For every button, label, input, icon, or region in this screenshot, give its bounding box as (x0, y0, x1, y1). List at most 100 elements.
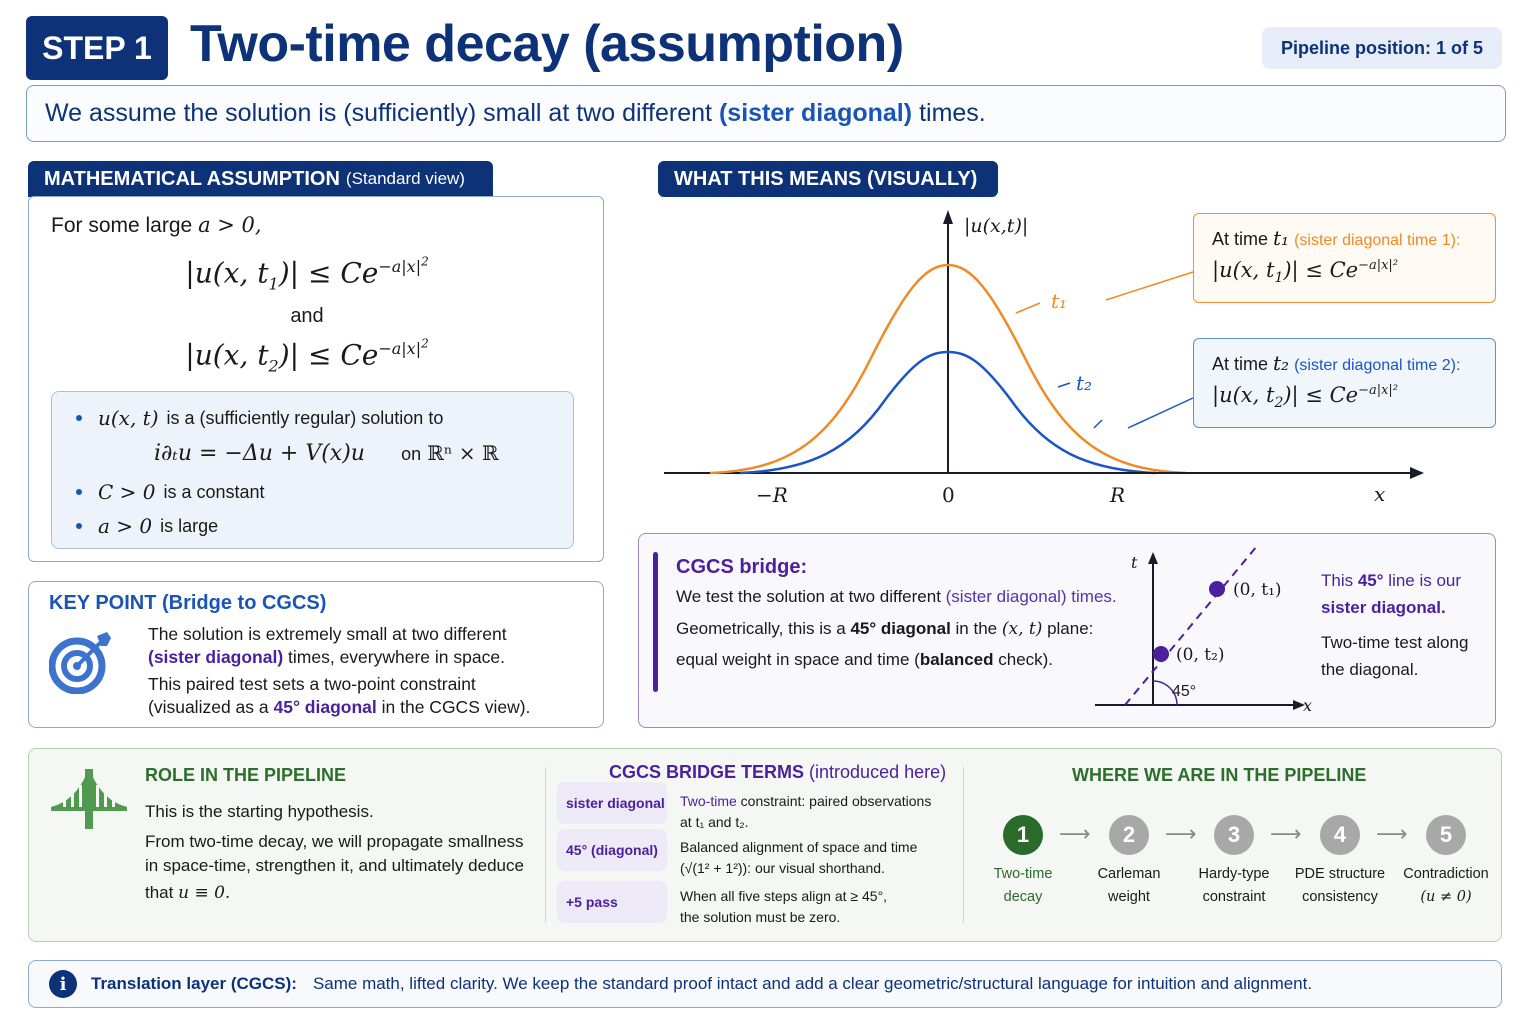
summary-text: We assume the solution is (sufficiently)… (45, 99, 712, 127)
key-point-line2: (sister diagonal) times, everywhere in s… (148, 647, 505, 668)
bridge-bold: balanced (919, 650, 994, 669)
pde-formula: i∂ₜu = −Δu + V(x)u (154, 441, 365, 466)
step-label-line: Contradiction (1403, 866, 1489, 882)
pde-domain-math: ℝⁿ × ℝ (427, 441, 499, 465)
term-desc-highlight: Two-time (680, 793, 737, 809)
bridge-note-line2: sister diagonal. (1321, 598, 1446, 617)
label-t2: t₂ (1076, 371, 1092, 395)
step-label-line: consistency (1302, 889, 1378, 905)
key-point-line1: The solution is extremely small at two d… (148, 624, 507, 644)
and-label: and (290, 305, 324, 327)
callout-note: (sister diagonal time 1): (1294, 232, 1461, 249)
diagram-x-label: x (1303, 696, 1312, 715)
arrow-icon: ⟶ (1165, 821, 1197, 846)
bridge-text: plane: (1042, 619, 1094, 638)
bullet-constant: C > 0 is a constant (76, 480, 265, 504)
term-desc-text: at t₁ and t₂. (680, 814, 749, 830)
bullet-large: a > 0 is large (76, 514, 218, 538)
info-icon: i (49, 970, 77, 998)
point-t1-label: (0, t₁) (1233, 580, 1282, 600)
page-title: Two-time decay (assumption) (190, 15, 904, 73)
pipeline-step-4: 4 (1320, 815, 1360, 855)
step-label-line: Hardy-type (1198, 866, 1270, 882)
target-icon (49, 632, 111, 694)
intro-line: For some large a > 0, (51, 213, 262, 238)
curve-t1 (709, 263, 1187, 475)
y-axis-arrow-icon (943, 210, 953, 224)
footer-text: Same math, lifted clarity. We keep the s… (312, 974, 1313, 993)
diagonal-line (1124, 545, 1258, 706)
tick-neg-r: −R (756, 483, 788, 507)
angle-arc (1152, 680, 1178, 706)
key-point-title: KEY POINT (Bridge to CGCS) (49, 592, 327, 614)
key-point-panel: KEY POINT (Bridge to CGCS) The solution … (28, 581, 604, 728)
divider (963, 767, 964, 923)
bridge-text: Geometrically, this is a (676, 619, 851, 638)
diagonal-diagram: t x (0, t₁) (0, t₂) 45° (1095, 545, 1312, 715)
pipeline-step-1-label: Two-time decay (963, 863, 1083, 909)
term-chip-45-diagonal: 45° (diagonal) (557, 829, 667, 871)
tick-zero: 0 (942, 483, 955, 507)
bridge-line1: We test the solution at two different (s… (676, 587, 1117, 607)
label-t1: t₁ (1051, 289, 1067, 313)
intro-text: For some large (51, 214, 199, 237)
tab-label: MATHEMATICAL ASSUMPTION (44, 167, 340, 190)
curve-t2 (739, 350, 1157, 475)
callout-t1-equation: |u(x, t1)| ≤ Ce−a|x|² (1212, 258, 1399, 287)
point-t1 (1209, 581, 1225, 597)
pipeline-step-5-label: Contradiction (u ≠ 0) (1386, 863, 1506, 909)
bridge-bold: 45° diagonal (850, 619, 951, 638)
callout-connector-t1 (1105, 271, 1194, 301)
key-point-line4: (visualized as a 45° diagonal in the CGC… (148, 697, 530, 718)
equation-t2: |u(x, t2)| ≤ Ce−a|x|2 (185, 337, 429, 376)
footer-label: Translation layer (CGCS): (91, 974, 297, 993)
pipeline-step-5: 5 (1426, 815, 1466, 855)
assumption-details-box: u(x, t) is a (sufficiently regular) solu… (51, 391, 574, 549)
callout-note: (sister diagonal time 2): (1294, 357, 1461, 374)
terms-title-sub: (introduced here) (809, 762, 947, 782)
callout-var: t₁ (1273, 226, 1290, 250)
pipeline-step-3: 3 (1214, 815, 1254, 855)
arrow-icon: ⟶ (1376, 821, 1408, 846)
tab-label: WHAT THIS MEANS (VISUALLY) (674, 167, 978, 190)
y-axis-label: |u(x,t)| (964, 215, 1028, 237)
bullet-dot (76, 415, 82, 421)
accent-bar (653, 552, 658, 692)
step-badge: STEP 1 (26, 16, 168, 80)
bullet-dot (76, 523, 82, 529)
math-assumption-tab: MATHEMATICAL ASSUMPTION (Standard view) (28, 161, 493, 197)
term-chip-sister-diagonal: sister diagonal (557, 782, 667, 824)
step-label-line: PDE structure (1294, 866, 1386, 882)
step-label-line: Two-time (993, 866, 1053, 882)
bridge-note-line4: the diagonal. (1321, 660, 1419, 679)
step-label-line: weight (1108, 889, 1150, 905)
intro-math: a > 0, (198, 213, 262, 237)
terms-title-text: CGCS BRIDGE TERMS (609, 762, 805, 782)
terms-title: CGCS BRIDGE TERMS (introduced here) (609, 762, 946, 783)
bullet-math: a > 0 (98, 514, 153, 538)
key-point-line3: This paired test sets a two-point constr… (148, 674, 476, 694)
step-label-line: decay (1003, 889, 1043, 905)
callout-t2-heading: At time t₂ (sister diagonal time 2): (1212, 351, 1477, 375)
role-title: ROLE IN THE PIPELINE (145, 765, 347, 785)
note-text: This (1321, 571, 1358, 590)
chart-extension: x (1100, 271, 1424, 506)
key-highlight: 45° diagonal (273, 697, 377, 717)
diagram-t-arrow-icon (1148, 552, 1158, 564)
x-axis-label: x (1374, 482, 1385, 506)
tab-sublabel: (Standard view) (345, 169, 465, 188)
pipeline-position-badge: Pipeline position: 1 of 5 (1262, 27, 1502, 69)
bridge-text: check). (993, 650, 1054, 669)
callout-connector-t2 (1127, 397, 1194, 429)
pipeline-panel: ROLE IN THE PIPELINE This is the startin… (28, 748, 1502, 942)
note-bold: 45° (1357, 571, 1384, 590)
bridge-math: (x, t) (1001, 619, 1043, 639)
tick-r: R (1109, 483, 1125, 507)
pipeline-title: WHERE WE ARE IN THE PIPELINE (1072, 765, 1367, 785)
bridge-line3: equal weight in space and time (balanced… (676, 650, 1053, 670)
pde-equation: i∂ₜu = −Δu + V(x)u on ℝⁿ × ℝ (154, 440, 499, 466)
pipeline-step-1: 1 (1003, 815, 1043, 855)
bridge-text: in the (950, 619, 1002, 638)
term-chip-5-pass: +5 pass (557, 881, 667, 923)
bridge-text: equal weight in space and time ( (676, 650, 920, 669)
